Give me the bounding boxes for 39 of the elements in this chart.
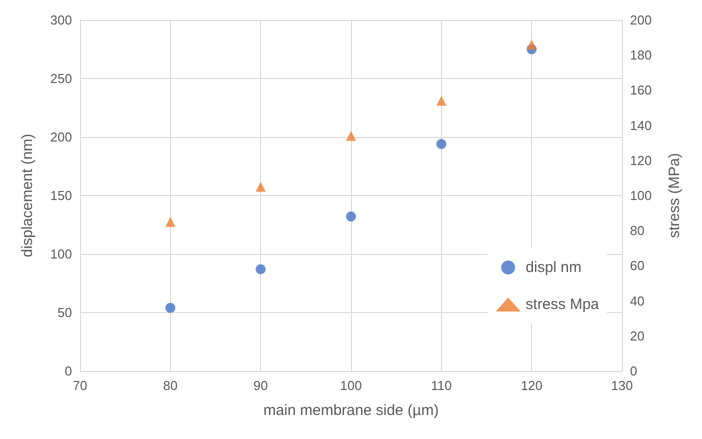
x-tick-label: 130 bbox=[611, 378, 633, 393]
y2-tick-label: 100 bbox=[630, 188, 652, 203]
legend-label: displ nm bbox=[526, 259, 582, 276]
x-axis-title: main membrane side (µm) bbox=[263, 402, 439, 419]
y2-tick-label: 120 bbox=[630, 152, 652, 168]
y-tick-label: 300 bbox=[50, 12, 72, 28]
y-tick-label: 250 bbox=[50, 71, 72, 86]
x-tick-label: 80 bbox=[163, 378, 178, 393]
legend-label: stress Mpa bbox=[526, 296, 600, 313]
point bbox=[436, 139, 446, 150]
y2-tick-label: 160 bbox=[630, 82, 652, 98]
y2-tick-label: 60 bbox=[630, 258, 644, 274]
y2-tick-label: 20 bbox=[630, 328, 644, 344]
point bbox=[346, 130, 356, 141]
point bbox=[165, 302, 176, 313]
point bbox=[436, 96, 446, 106]
point bbox=[526, 40, 537, 50]
x-tick-label: 70 bbox=[72, 378, 88, 393]
y-tick-label: 150 bbox=[50, 188, 72, 203]
y2-tick-label: 200 bbox=[630, 12, 652, 28]
point bbox=[346, 212, 356, 222]
y-axis-title: displacement (nm) bbox=[19, 134, 36, 258]
point bbox=[165, 216, 176, 227]
y2-axis-title: stress (MPa) bbox=[666, 152, 683, 238]
y-tick-label: 50 bbox=[58, 305, 72, 320]
x-tick-label: 100 bbox=[340, 378, 362, 393]
y-tick-label: 0 bbox=[64, 364, 72, 378]
x-tick-label: 120 bbox=[520, 378, 543, 393]
y2-tick-label: 40 bbox=[630, 293, 644, 308]
x-tick-label: 110 bbox=[430, 378, 452, 393]
y2-tick-label: 140 bbox=[630, 118, 652, 133]
point bbox=[256, 182, 266, 192]
y2-tick-label: 0 bbox=[630, 364, 638, 378]
y-tick-label: 100 bbox=[50, 246, 72, 262]
x-tick-label: 90 bbox=[253, 378, 268, 393]
y2-tick-label: 180 bbox=[630, 48, 652, 63]
y2-tick-label: 80 bbox=[630, 223, 644, 238]
point bbox=[256, 264, 266, 274]
y-tick-label: 200 bbox=[50, 130, 72, 144]
